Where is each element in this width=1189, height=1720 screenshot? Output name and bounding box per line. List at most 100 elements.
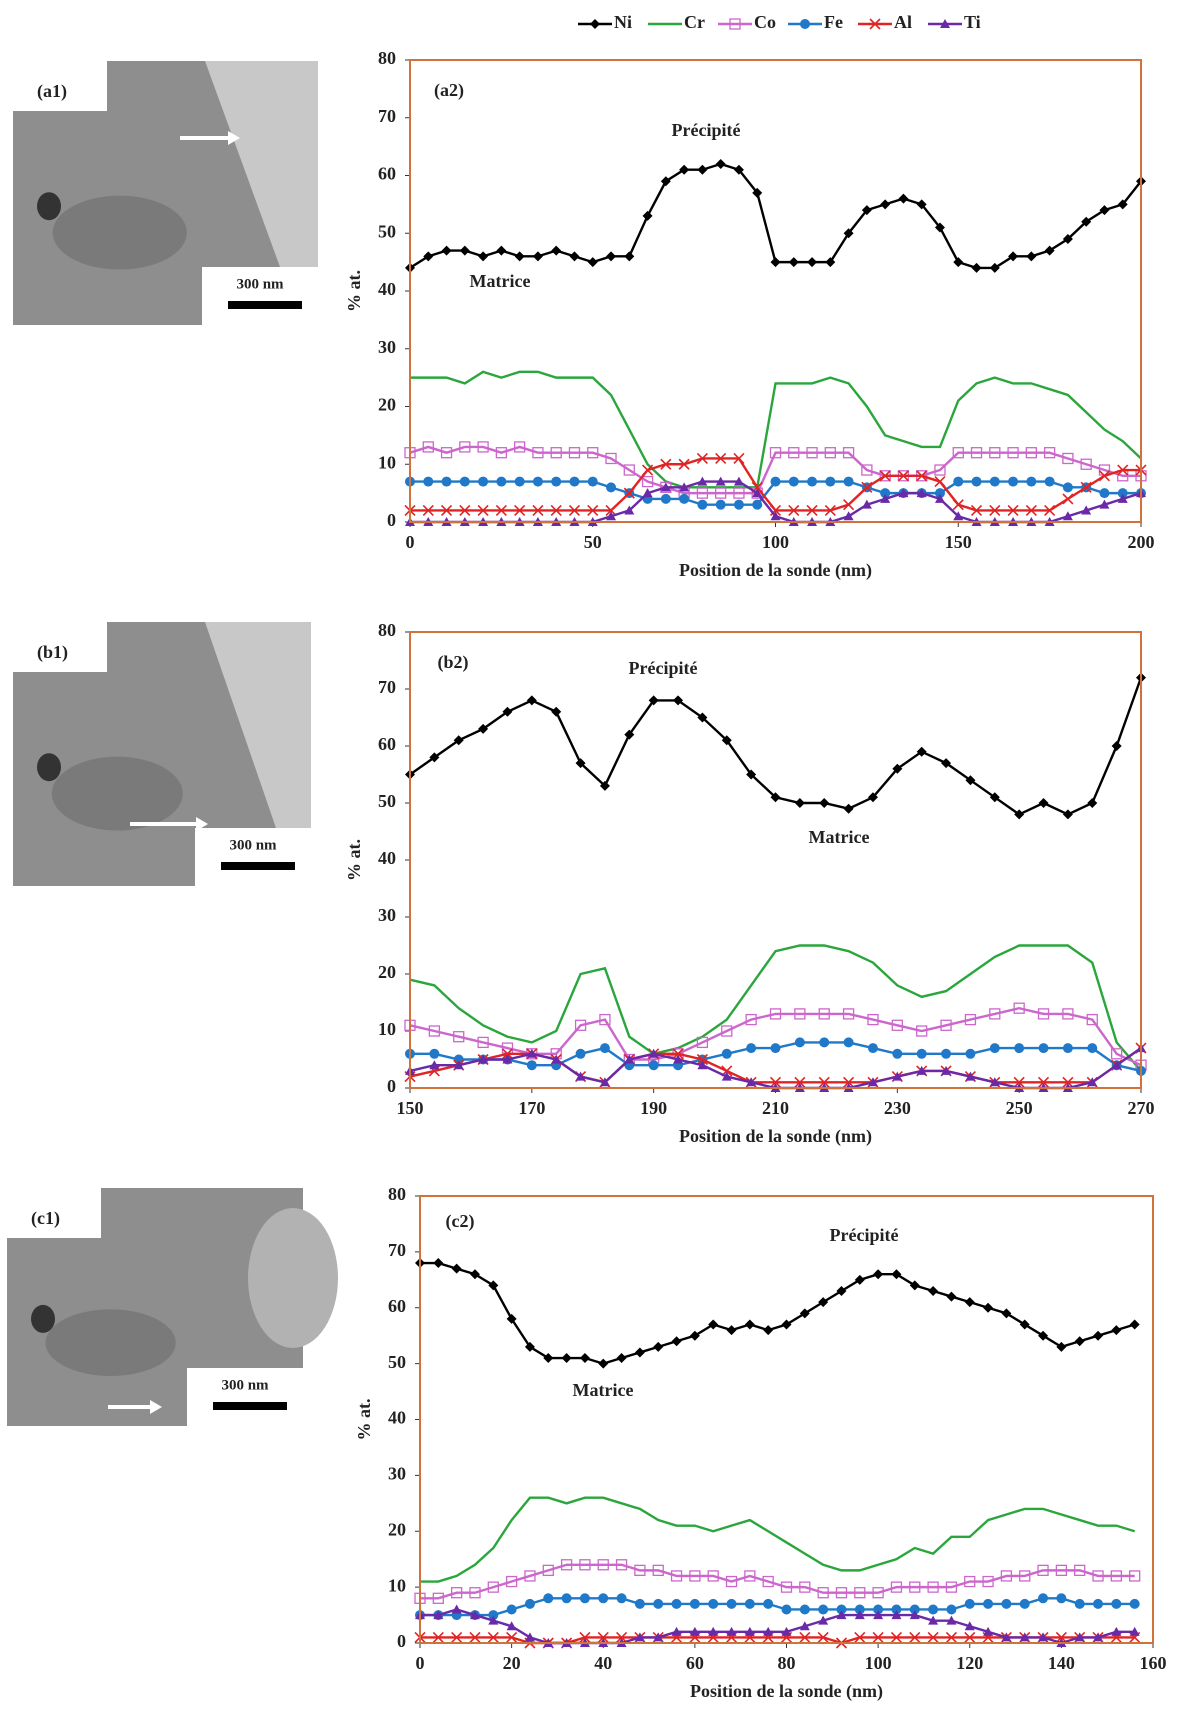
marker [927,1581,939,1593]
marker [746,769,757,780]
marker [1081,216,1092,227]
plot-frame [419,1195,1154,1644]
series [405,476,1146,510]
x-tick-label: 0 [406,532,415,552]
y-tick-label: 50 [378,221,396,241]
marker [1080,458,1092,470]
marker [824,504,836,517]
marker [597,1631,609,1643]
marker [624,729,635,740]
marker [953,511,964,521]
scale-box [187,1368,303,1426]
marker [624,1054,635,1064]
marker [506,1313,517,1324]
legend-marker [729,18,741,30]
marker [459,476,470,487]
marker [606,511,617,521]
legend-marker [869,18,881,30]
marker [606,482,617,493]
marker [843,228,854,239]
marker [867,1043,878,1054]
marker [708,1319,719,1330]
marker [1129,1319,1140,1330]
y-tick-label: 20 [378,395,396,415]
y-tick-label: 0 [397,1631,406,1651]
marker [989,1043,1000,1054]
marker [1062,1008,1074,1020]
marker [1007,447,1019,459]
marker [598,1358,609,1369]
marker [524,1570,536,1582]
marker [953,476,964,487]
marker [423,476,434,487]
y-tick-label: 10 [378,1019,396,1039]
micrograph-shade [45,1309,176,1377]
marker [861,499,872,509]
marker [807,476,818,487]
x-tick-label: 200 [1128,532,1155,552]
marker [1062,493,1074,505]
marker [1007,504,1019,517]
marker [873,1269,884,1280]
y-tick-label: 60 [378,734,396,754]
marker [441,476,452,487]
marker [733,164,744,175]
marker [1044,245,1055,256]
plot-frame [409,59,1142,523]
annotation: Matrice [470,271,531,291]
legend-label: Ti [964,12,981,32]
marker [1025,447,1037,459]
micrograph-region [205,622,311,828]
marker [526,1060,537,1071]
marker [587,504,599,517]
marker [459,245,470,256]
marker [605,504,617,517]
marker [941,1048,952,1059]
marker [940,1019,952,1031]
marker [770,1043,781,1054]
marker [861,481,873,493]
y-tick-label: 70 [378,677,396,697]
marker [671,1336,682,1347]
marker [634,1564,646,1577]
marker [707,1570,719,1582]
marker [451,1631,463,1643]
marker [964,1013,977,1026]
marker [989,1077,1000,1087]
marker [817,1587,829,1599]
marker [697,164,708,175]
marker [660,458,672,470]
marker [469,1269,480,1280]
marker [672,1048,684,1060]
legend-marker [800,19,810,29]
scale-bar [221,862,295,870]
y-tick-label: 50 [378,791,396,811]
marker [488,1610,499,1621]
marker [818,1615,829,1625]
marker [1019,1598,1030,1609]
marker [873,1610,884,1620]
marker [569,476,580,487]
marker [970,447,983,459]
series [405,158,1146,273]
panel-label: (b2) [438,652,469,673]
marker [487,1581,499,1593]
y-tick-label: 60 [378,164,396,184]
marker [615,1559,628,1571]
marker [989,504,1001,517]
y-tick-label: 80 [378,620,396,640]
micrograph-particle [37,192,61,221]
marker [989,447,1001,459]
marker [1001,1632,1012,1642]
marker [746,1043,757,1054]
series-line [410,370,1142,489]
marker [780,1581,793,1593]
marker [579,1559,591,1571]
annotation: Précipité [672,120,741,140]
marker [1038,1330,1049,1341]
y-tick-label: 20 [378,962,396,982]
marker [836,1610,847,1620]
marker [496,476,507,487]
marker [934,222,945,233]
marker [1025,504,1037,517]
